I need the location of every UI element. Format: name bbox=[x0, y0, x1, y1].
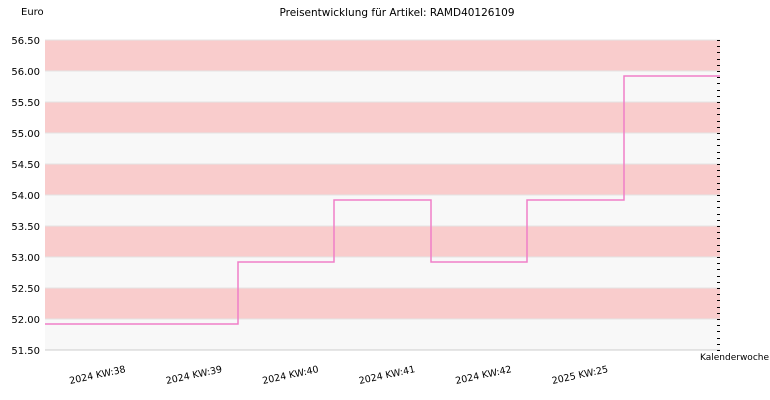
background-band bbox=[45, 164, 720, 195]
background-band bbox=[45, 102, 720, 133]
background-band bbox=[45, 71, 720, 102]
background-band bbox=[45, 226, 720, 257]
right-minor-ticks bbox=[717, 40, 720, 351]
y-tick-label: 56.50 bbox=[11, 36, 40, 47]
y-tick-labels: 51.50 52.00 52.50 53.00 53.50 54.00 54.50 55.00… bbox=[11, 36, 40, 357]
x-tick-label: 2024 KW:41 bbox=[358, 364, 416, 387]
y-tick-label: 54.50 bbox=[11, 160, 40, 171]
x-tick-label: 2024 KW:40 bbox=[261, 364, 319, 387]
y-tick-label: 55.50 bbox=[11, 98, 40, 109]
y-tick-label: 52.50 bbox=[11, 284, 40, 295]
y-tick-label: 53.00 bbox=[11, 253, 40, 264]
background-band bbox=[45, 40, 720, 71]
y-tick-label: 51.50 bbox=[11, 346, 40, 357]
chart-title: Preisentwicklung für Artikel: RAMD401261… bbox=[279, 7, 514, 19]
y-axis-label: Euro bbox=[21, 7, 44, 18]
y-tick-label: 54.00 bbox=[11, 191, 40, 202]
y-tick-label: 55.00 bbox=[11, 129, 40, 140]
background-band bbox=[45, 257, 720, 288]
y-tick-label: 56.00 bbox=[11, 67, 40, 78]
background-band bbox=[45, 133, 720, 164]
y-tick-label: 52.00 bbox=[11, 315, 40, 326]
x-tick-label: 2024 KW:38 bbox=[68, 364, 126, 387]
x-tick-label: 2025 KW:25 bbox=[551, 364, 609, 387]
background-band bbox=[45, 288, 720, 319]
price-series-line bbox=[45, 75, 720, 325]
background-bands bbox=[45, 40, 720, 350]
y-tick-label: 53.50 bbox=[11, 222, 40, 233]
x-tick-labels: 2024 KW:38 2024 KW:39 2024 KW:40 2024 KW:41… bbox=[68, 364, 609, 387]
x-axis-label: Kalenderwoche bbox=[700, 353, 769, 363]
x-tick-label: 2024 KW:39 bbox=[165, 364, 223, 387]
x-tick-label: 2024 KW:42 bbox=[454, 364, 512, 387]
